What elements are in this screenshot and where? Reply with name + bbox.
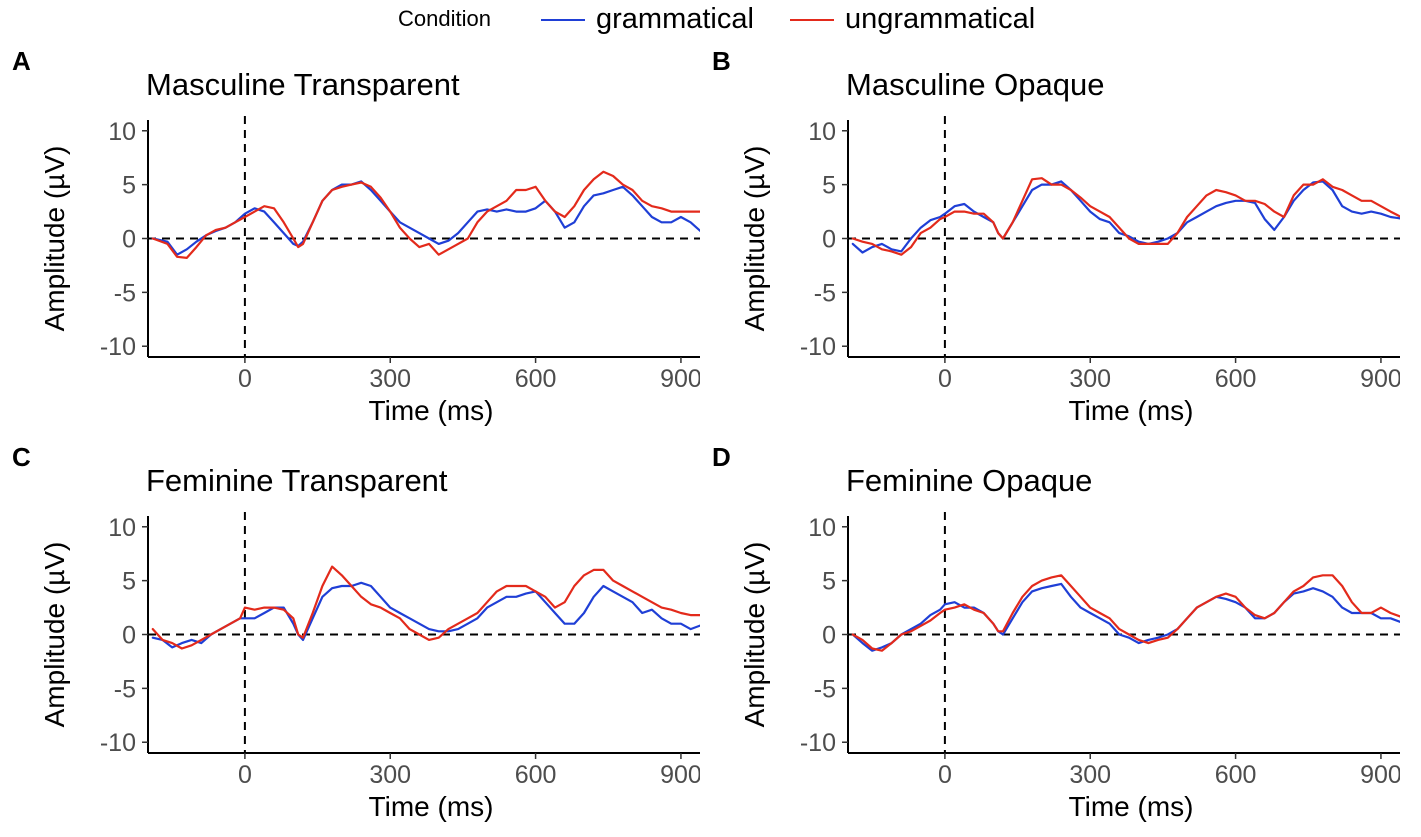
x-tick-label: 900 [1360, 761, 1400, 789]
y-axis-label: Amplitude (µV) [739, 542, 770, 728]
panel-b: B Masculine Opaque 10 5 0 -5 -10 0 300 600 900 Tim… [700, 40, 1400, 440]
y-tick-label: 5 [122, 568, 136, 596]
y-axis-label: Amplitude (µV) [39, 542, 70, 728]
y-tick-label: 10 [808, 118, 836, 146]
x-tick-label: 900 [660, 365, 700, 393]
x-tick-label: 300 [369, 761, 411, 789]
series-line-ungrammatical [151, 170, 700, 259]
chart-panel-c: Feminine Transparent 10 5 0 -5 -10 0 300 600 900 T… [39, 463, 700, 822]
x-tick-label: 0 [938, 365, 952, 393]
panel-letter: C [12, 442, 31, 472]
y-tick-label: -10 [100, 729, 136, 757]
y-tick-label: 0 [122, 622, 136, 650]
panel-letter: B [712, 46, 731, 76]
y-tick-label: -5 [114, 279, 136, 307]
series-line-ungrammatical [851, 574, 1400, 652]
chart-title: Masculine Transparent [146, 67, 460, 102]
x-tick-label: 900 [1360, 365, 1400, 393]
x-tick-label: 600 [1215, 761, 1257, 789]
panel-d: D Feminine Opaque 10 5 0 -5 -10 0 300 600 900 Time… [700, 436, 1400, 836]
chart-title: Feminine Transparent [146, 463, 448, 498]
legend-label-grammatical: grammatical [596, 3, 754, 35]
x-tick-label: 300 [1069, 365, 1111, 393]
x-tick-label: 600 [515, 761, 557, 789]
series-line-grammatical [851, 180, 1400, 254]
panel-letter: A [12, 46, 31, 76]
chart-title: Masculine Opaque [846, 67, 1105, 102]
legend: Condition grammatical ungrammatical [0, 0, 1421, 40]
x-axis-label: Time (ms) [1069, 791, 1194, 822]
series-line-grammatical [851, 582, 1400, 652]
y-axis-label: Amplitude (µV) [739, 146, 770, 332]
panel-letter: D [712, 442, 731, 472]
x-axis-label: Time (ms) [369, 395, 494, 426]
panel-a: A Masculine Transparent 10 5 0 -5 -10 0 300 600 9… [0, 40, 700, 440]
chart-title: Feminine Opaque [846, 463, 1092, 498]
legend-title: Condition [398, 6, 491, 31]
y-tick-label: 10 [808, 514, 836, 542]
x-tick-label: 0 [938, 761, 952, 789]
y-tick-label: -10 [800, 333, 836, 361]
y-tick-label: 0 [122, 226, 136, 254]
legend-label-ungrammatical: ungrammatical [845, 3, 1036, 35]
chart-panel-d: Feminine Opaque 10 5 0 -5 -10 0 300 600 900 Time (… [739, 463, 1400, 822]
x-axis-label: Time (ms) [369, 791, 494, 822]
x-tick-label: 300 [1069, 761, 1111, 789]
series-line-ungrammatical [851, 177, 1400, 256]
legend-key-ungrammatical [790, 19, 834, 21]
series-line-ungrammatical [151, 565, 700, 650]
y-tick-label: 10 [108, 514, 136, 542]
chart-panel-b: Masculine Opaque 10 5 0 -5 -10 0 300 600 900 Time … [739, 67, 1400, 426]
series-line-grammatical [151, 180, 700, 256]
x-tick-label: 300 [369, 365, 411, 393]
y-tick-label: -10 [100, 333, 136, 361]
y-tick-label: 5 [822, 568, 836, 596]
legend-key-grammatical [541, 19, 585, 21]
series-line-grammatical [151, 581, 700, 649]
y-tick-label: 0 [822, 226, 836, 254]
x-tick-label: 600 [515, 365, 557, 393]
x-tick-label: 0 [238, 761, 252, 789]
y-tick-label: 5 [122, 172, 136, 200]
y-tick-label: 10 [108, 118, 136, 146]
y-tick-label: -5 [814, 675, 836, 703]
panel-c: C Feminine Transparent 10 5 0 -5 -10 0 300 600 90… [0, 436, 700, 836]
x-tick-label: 0 [238, 365, 252, 393]
y-tick-label: 0 [822, 622, 836, 650]
x-axis-label: Time (ms) [1069, 395, 1194, 426]
y-axis-label: Amplitude (µV) [39, 146, 70, 332]
y-tick-label: 5 [822, 172, 836, 200]
y-tick-label: -5 [114, 675, 136, 703]
x-tick-label: 900 [660, 761, 700, 789]
x-tick-label: 600 [1215, 365, 1257, 393]
y-tick-label: -10 [800, 729, 836, 757]
y-tick-label: -5 [814, 279, 836, 307]
chart-panel-a: Masculine Transparent 10 5 0 -5 -10 0 300 600 900… [39, 67, 700, 426]
